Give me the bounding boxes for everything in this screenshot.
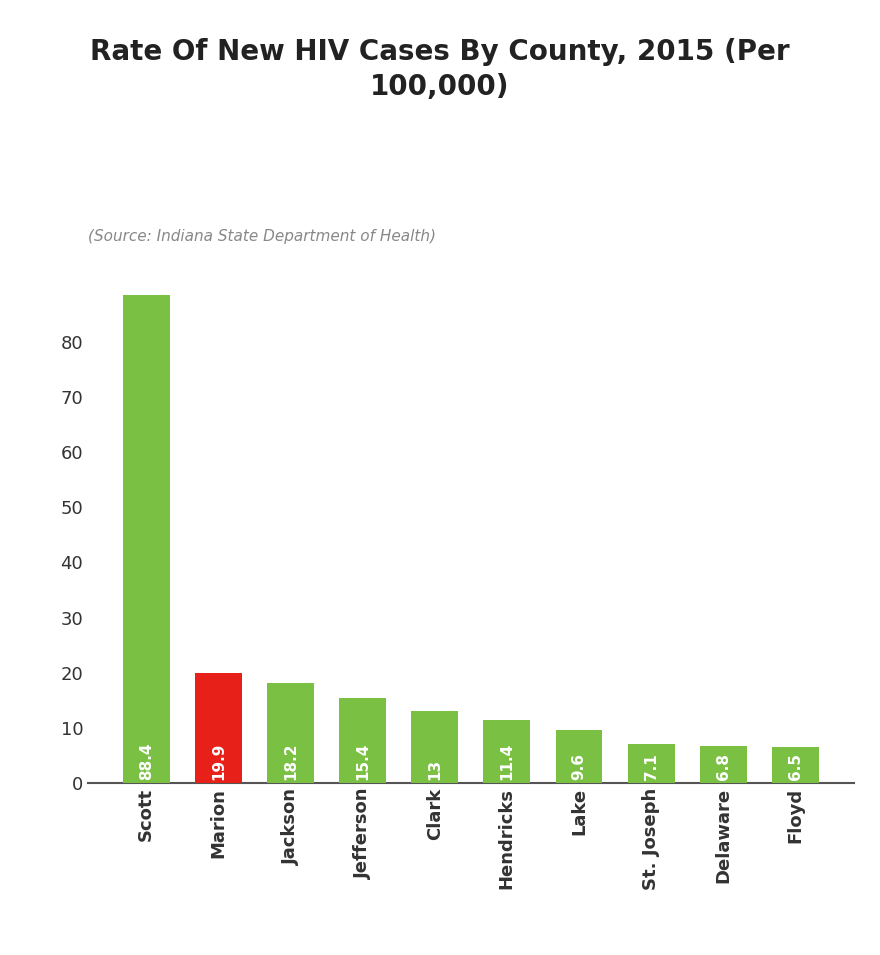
Bar [195,673,242,783]
Text: 19.9: 19.9 [211,743,226,780]
Text: 6.5: 6.5 [788,753,803,780]
Text: 18.2: 18.2 [283,743,298,780]
Text: 15.4: 15.4 [356,743,370,780]
Text: 11.4: 11.4 [499,743,515,780]
Bar [772,747,818,783]
Bar [627,744,675,783]
Text: 9.6: 9.6 [571,753,586,780]
Text: 88.4: 88.4 [139,743,154,780]
Text: Rate Of New HIV Cases By County, 2015 (Per
100,000): Rate Of New HIV Cases By County, 2015 (P… [90,38,790,101]
Bar [555,731,603,783]
Bar [700,746,746,783]
Text: 13: 13 [427,759,443,780]
Text: (Source: Indiana State Department of Health): (Source: Indiana State Department of Hea… [88,229,436,244]
Bar [483,720,531,783]
Bar [411,711,458,783]
Text: 7.1: 7.1 [643,753,658,780]
Bar [267,683,314,783]
Bar [123,295,170,783]
Bar [339,698,386,783]
Text: 6.8: 6.8 [715,753,730,780]
